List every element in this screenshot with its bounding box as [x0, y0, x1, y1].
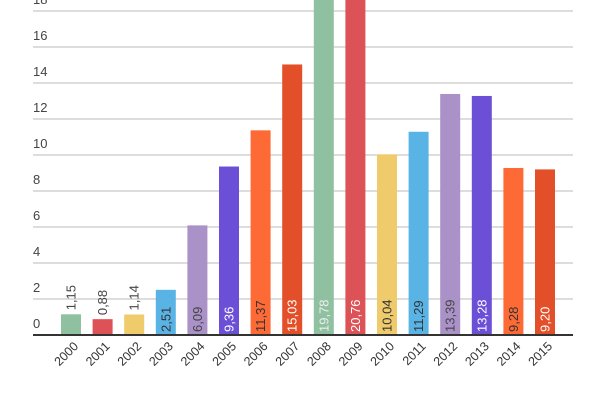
data-label: 19,78 [316, 299, 331, 332]
data-label: 0,88 [95, 290, 110, 315]
data-label: 9,36 [222, 307, 237, 332]
x-tick-label: 2012 [431, 339, 461, 369]
bar-2009 [345, 0, 366, 335]
data-label: 11,29 [411, 300, 426, 332]
bar-2012 [440, 93, 461, 335]
x-tick-label: 2002 [115, 339, 145, 369]
x-tick-label: 2004 [178, 339, 208, 369]
y-tick-label: 2 [33, 280, 40, 295]
y-tick-label: 12 [33, 100, 47, 115]
x-tick-label: 2003 [146, 339, 176, 369]
bar-2007 [282, 64, 303, 336]
y-tick-label: 8 [33, 172, 40, 187]
data-label: 2,51 [158, 307, 173, 332]
y-tick-label: 16 [33, 28, 47, 43]
x-tick-label: 2014 [494, 339, 524, 369]
data-label: 9,28 [506, 307, 521, 332]
x-tick-label: 2013 [462, 339, 492, 369]
data-label: 13,28 [474, 299, 489, 332]
data-label: 13,39 [443, 299, 458, 332]
data-label: 20,76 [348, 299, 363, 332]
y-tick-label: 14 [33, 64, 47, 79]
data-label: 11,37 [253, 300, 268, 332]
y-tick-label: 10 [33, 136, 47, 151]
data-label: 9,20 [538, 307, 553, 332]
data-label: 10,04 [380, 299, 395, 332]
bar-2003 [155, 289, 176, 335]
x-tick-label: 2006 [241, 339, 271, 369]
data-label: 1,15 [64, 285, 79, 310]
data-label: 1,14 [127, 285, 142, 310]
bar-2006 [250, 130, 271, 335]
y-tick-label: 18 [33, 0, 47, 7]
bar-2013 [471, 95, 492, 336]
x-tick-label: 2011 [400, 339, 429, 368]
bar-2010 [377, 154, 397, 335]
bar-2004 [187, 225, 208, 335]
bar-2002 [124, 314, 145, 335]
bar-2001 [92, 319, 113, 335]
y-tick-label: 6 [33, 208, 40, 223]
y-tick-label: 4 [33, 244, 40, 259]
bar-2015 [535, 169, 555, 335]
x-tick-label: 2005 [210, 339, 240, 369]
x-tick-label: 2007 [273, 339, 303, 369]
x-tick-label: 2008 [304, 339, 334, 369]
bar-2000 [61, 314, 81, 335]
bar-2011 [408, 131, 429, 335]
x-tick-label: 2009 [336, 339, 366, 369]
x-tick-label: 2001 [83, 339, 113, 369]
bar-2008 [313, 0, 334, 335]
x-tick-label: 2015 [526, 339, 556, 369]
y-tick-label: 0 [33, 316, 40, 331]
data-label: 6,09 [190, 307, 205, 332]
data-label: 15,03 [285, 299, 300, 332]
bar-2014 [503, 167, 524, 335]
x-tick-label: 2000 [52, 339, 82, 369]
bar-2005 [219, 166, 239, 335]
x-tick-label: 2010 [368, 339, 398, 369]
